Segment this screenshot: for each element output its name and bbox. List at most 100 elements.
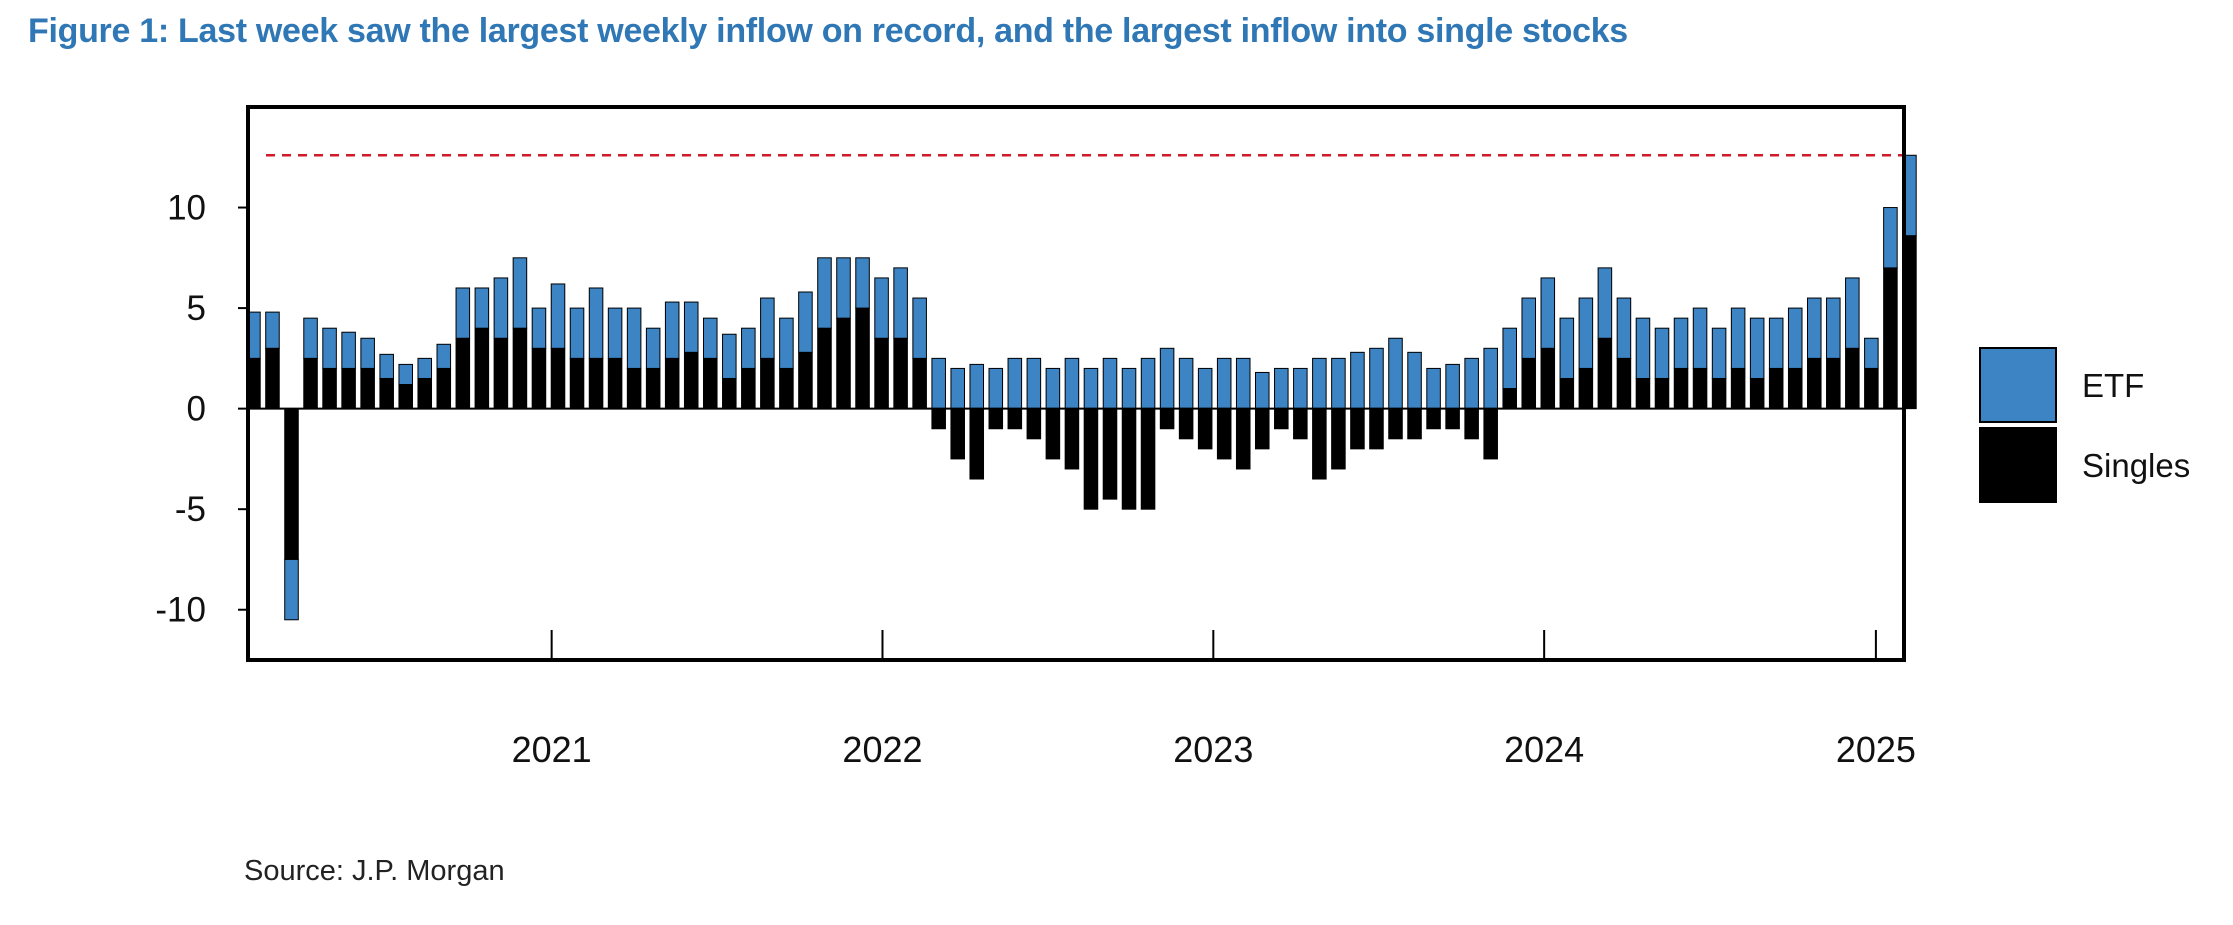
etf-bar — [284, 558, 299, 621]
etf-bar — [1749, 317, 1765, 379]
singles-bar — [417, 377, 433, 410]
etf-bar — [1121, 367, 1137, 410]
singles-bar — [1635, 377, 1651, 410]
etf-bar — [855, 257, 870, 309]
singles-bar — [760, 357, 775, 410]
singles-bar — [645, 367, 661, 410]
x-tick-label: 2022 — [842, 729, 922, 770]
singles-bar — [664, 357, 680, 410]
bars-layer — [246, 154, 1917, 621]
singles-bar — [1521, 357, 1537, 410]
singles-bar — [284, 408, 299, 560]
etf-bar — [1007, 357, 1023, 410]
etf-bar — [1235, 357, 1251, 410]
etf-bar — [683, 301, 699, 353]
singles-bar — [1540, 347, 1556, 410]
singles-bar — [988, 408, 1004, 430]
singles-bar — [912, 357, 927, 410]
etf-bar — [569, 307, 585, 359]
singles-bar — [1254, 408, 1270, 450]
etf-bar — [836, 257, 851, 319]
y-tick-label: -10 — [155, 591, 206, 630]
singles-bar — [1673, 367, 1689, 410]
etf-bar — [1521, 297, 1537, 359]
etf-bar — [1864, 337, 1879, 369]
etf-bar — [1826, 297, 1841, 359]
singles-bar — [588, 357, 604, 410]
figure-title: Figure 1: Last week saw the largest week… — [28, 12, 1628, 50]
x-tick-label: 2025 — [1836, 729, 1916, 770]
singles-bar — [893, 337, 908, 410]
etf-bar — [1483, 347, 1498, 410]
singles-bar — [931, 408, 946, 430]
singles-bar — [950, 408, 965, 460]
etf-bar — [1673, 317, 1689, 369]
singles-bar — [1654, 377, 1670, 410]
etf-bar — [493, 277, 509, 339]
singles-bar — [1502, 388, 1517, 410]
singles-bar — [1407, 408, 1422, 440]
etf-bar — [1426, 367, 1441, 410]
singles-bar — [1350, 408, 1365, 450]
etf-bar — [265, 311, 280, 349]
etf-bar — [1312, 357, 1327, 410]
singles-bar — [779, 367, 794, 410]
singles-bar — [398, 384, 413, 410]
singles-bar — [1102, 408, 1118, 500]
etf-bar — [1654, 327, 1670, 379]
etf-bar — [1806, 297, 1822, 359]
etf-bar — [645, 327, 661, 369]
singles-bar — [379, 377, 394, 410]
singles-bar — [1445, 408, 1460, 430]
etf-bar — [1559, 317, 1575, 379]
etf-bar — [588, 287, 604, 359]
etf-bar — [1178, 357, 1194, 410]
etf-bar — [969, 363, 985, 410]
singles-bar — [1692, 367, 1708, 410]
etf-bar — [760, 297, 775, 359]
etf-bar — [1787, 307, 1803, 369]
x-tick-label: 2021 — [512, 729, 592, 770]
singles-bar — [836, 317, 851, 410]
etf-bar — [988, 367, 1004, 410]
etf-bar — [1331, 357, 1346, 410]
etf-bar — [474, 287, 490, 329]
etf-bar — [607, 307, 623, 359]
singles-bar — [265, 347, 280, 410]
singles-bar — [455, 337, 471, 410]
singles-bar — [1483, 408, 1498, 460]
singles-bar — [1045, 408, 1061, 460]
singles-bar — [436, 367, 452, 410]
legend-label-singles: Singles — [2082, 447, 2190, 484]
etf-bar — [455, 287, 471, 339]
etf-bar — [1216, 357, 1232, 410]
etf-bar — [379, 353, 394, 379]
etf-bar — [1730, 307, 1746, 369]
etf-bar — [1159, 347, 1175, 410]
etf-bar — [1692, 307, 1708, 369]
singles-bar — [341, 367, 356, 410]
singles-bar — [722, 377, 737, 410]
etf-bar — [1597, 267, 1613, 339]
etf-bar — [1254, 371, 1270, 410]
etf-bar — [1616, 297, 1632, 359]
singles-bar — [1597, 337, 1613, 410]
singles-bar — [741, 367, 756, 410]
singles-bar — [1159, 408, 1175, 430]
singles-bar — [1845, 347, 1860, 410]
etf-bar — [1464, 357, 1479, 410]
etf-bar — [779, 317, 794, 369]
singles-bar — [607, 357, 623, 410]
singles-bar — [1749, 377, 1765, 410]
legend-label-etf: ETF — [2082, 367, 2144, 404]
singles-bar — [817, 327, 832, 410]
singles-bar — [1121, 408, 1137, 510]
singles-bar — [1293, 408, 1308, 440]
etf-bar — [1540, 277, 1556, 349]
singles-bar — [569, 357, 585, 410]
singles-bar — [702, 357, 718, 410]
singles-bar — [1806, 357, 1822, 410]
etf-bar — [931, 357, 946, 410]
etf-bar — [1768, 317, 1784, 369]
singles-bar — [1826, 357, 1841, 410]
